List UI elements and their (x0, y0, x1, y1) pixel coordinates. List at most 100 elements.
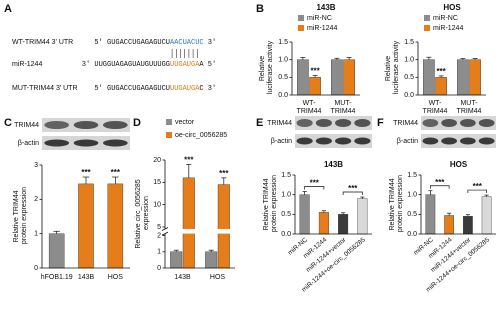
chart-title: 143B (316, 3, 335, 12)
blot-band (73, 139, 99, 147)
y-axis-label: Relative luciferase activity (259, 40, 274, 96)
legend-label: miR-1244 (433, 25, 463, 32)
sequence-suffix: 3' (204, 39, 217, 47)
bar (205, 251, 218, 269)
blot-band (441, 137, 457, 145)
sequence-label: miR-1244 (12, 61, 42, 68)
bar (435, 77, 447, 96)
significance: *** (184, 156, 194, 165)
bracket (430, 185, 450, 189)
legend-label: miR-NC (433, 15, 458, 22)
x-tick-label: WT-TRIM44 (297, 100, 322, 115)
sequence-highlight: UUGAUGA (170, 85, 200, 93)
blot-band (315, 137, 332, 145)
blot-strip (421, 134, 496, 148)
bar (331, 59, 343, 96)
sequence-highlight: AACUACUC (170, 39, 204, 47)
blot-band (478, 137, 495, 145)
bar (309, 77, 321, 96)
bracket (342, 191, 363, 196)
sequence-suffix: C 3' (199, 85, 216, 93)
x-tick-label: WT-TRIM44 (423, 100, 448, 115)
y-tick-label: 1 (34, 231, 38, 238)
y-tick-label: 0 (34, 265, 38, 272)
y-tick-label: 1.5 (404, 39, 414, 46)
legend-label: vector (175, 119, 195, 126)
bar (48, 233, 65, 269)
blot-strip (421, 116, 496, 130)
blot-band (354, 137, 371, 145)
panel-label: F (377, 117, 384, 129)
axis-break-mark (161, 227, 169, 231)
legend-swatch (166, 132, 172, 138)
significance: *** (310, 179, 320, 188)
panel-label: E (256, 117, 263, 129)
x-tick-label: hFOB1.19 (41, 274, 73, 281)
panel-label: C (4, 117, 12, 129)
bracket (467, 189, 487, 194)
y-tick-label: 0.0 (407, 231, 417, 238)
y-axis-label: Relative TRIM44 protein expression (263, 175, 278, 234)
bar (78, 183, 94, 269)
sequence-label: WT-TRIM44 3' UTR (12, 39, 73, 46)
x-tick-label: 143B (174, 274, 191, 281)
blot-label: β-actin (397, 138, 418, 145)
significance: *** (81, 168, 91, 177)
y-tick-label: 1.0 (281, 192, 291, 199)
bar (297, 59, 309, 96)
chart-title: 143B (324, 160, 343, 169)
significance: *** (436, 67, 446, 76)
blot-band (441, 119, 457, 127)
y-tick-label: 0.5 (407, 211, 417, 218)
blot-band (422, 119, 439, 127)
bar (217, 184, 230, 269)
bar (423, 59, 435, 96)
panel-label: A (4, 3, 12, 15)
y-tick-label: 20 (153, 157, 161, 164)
sequence-prefix: 5' GUGACCUGAGAGUCU (94, 85, 170, 93)
blot-band (73, 121, 99, 129)
y-tick-label: 10 (153, 201, 161, 208)
y-tick-label: 1 (157, 249, 161, 256)
panel-label: B (256, 3, 264, 15)
blot-band (354, 119, 371, 127)
y-tick-label: 1.0 (278, 57, 288, 64)
legend-swatch (166, 119, 172, 125)
y-axis-label: Relative TRIM44 protein expression (389, 175, 404, 234)
panel-label: D (133, 117, 141, 129)
blot-band (315, 119, 332, 127)
y-tick-label: 0.5 (404, 74, 414, 81)
y-tick-label: 3 (34, 162, 38, 169)
y-tick-label: 2 (34, 196, 38, 203)
significance: *** (473, 182, 483, 191)
blot-band (460, 119, 476, 127)
legend-swatch (424, 15, 430, 21)
blot-band (478, 119, 495, 127)
blot-band (103, 139, 128, 147)
bar (457, 59, 469, 96)
legend-swatch (298, 15, 304, 21)
bar (170, 251, 183, 269)
y-tick-label: 15 (153, 179, 161, 186)
blot-band (103, 121, 128, 129)
sequence-suffix: A 5' (199, 61, 216, 69)
y-tick-label: 0.0 (278, 92, 288, 99)
y-axis-label: Relative circ_0056285 expression (135, 179, 150, 248)
x-tick-label: HOS (108, 274, 124, 281)
blot-band (460, 137, 476, 145)
bar (299, 194, 310, 235)
bar (425, 194, 436, 235)
significance: *** (111, 168, 121, 177)
significance: *** (348, 184, 358, 193)
y-tick-label: 5 (157, 224, 161, 231)
blot-strip (295, 134, 372, 148)
y-tick-label: 1.0 (407, 192, 417, 199)
blot-strip (295, 116, 372, 130)
y-tick-label: 0.0 (281, 231, 291, 238)
x-tick-label: HOS (210, 274, 226, 281)
bar (107, 183, 124, 269)
sequence-prefix: 5' GUGACCUGAGAGUCU (94, 39, 170, 47)
bracket (304, 186, 325, 190)
